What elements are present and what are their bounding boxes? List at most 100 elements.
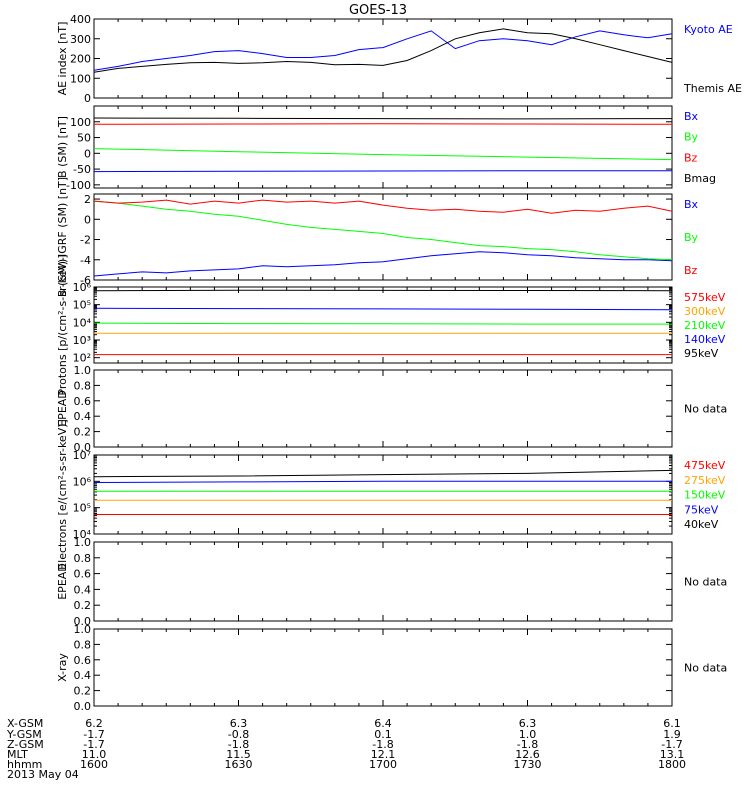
ephemeris-value: 1700 <box>369 758 397 771</box>
y-tick-label: -100 <box>66 179 91 192</box>
legend-electrons-3: 75keV <box>684 503 719 516</box>
y-tick-label: 0.2 <box>74 426 92 439</box>
y-axis-label: AE index [nT] <box>56 22 69 96</box>
y-axis-label: Electrons [e/(cm²-s-sr-keV)] <box>56 419 69 570</box>
series-line-bdiff-2 <box>94 200 672 213</box>
ephemeris-value: 1800 <box>658 758 686 771</box>
y-tick-label: 0.4 <box>74 583 92 596</box>
legend-protons-1: 300keV <box>684 305 726 318</box>
y-tick-label: 0.8 <box>74 379 92 392</box>
panel-frame <box>94 287 672 363</box>
y-tick-label: 10⁵ <box>73 502 91 515</box>
y-tick-label: 400 <box>70 13 91 26</box>
y-tick-label: 10⁵ <box>73 299 91 312</box>
y-tick-label: 100 <box>70 116 91 129</box>
panel-frame <box>94 194 672 280</box>
legend-bfield-1: By <box>684 131 699 144</box>
y-tick-label: 2 <box>84 193 91 206</box>
y-tick-label: -2 <box>80 234 91 247</box>
legend-protons-2: 210keV <box>684 319 726 332</box>
panel-frame <box>94 19 672 98</box>
ephemeris-value: 1730 <box>514 758 542 771</box>
series-line-bfield-2 <box>94 124 672 125</box>
series-line-ae-1 <box>94 29 672 72</box>
y-tick-label: 0 <box>84 92 91 105</box>
y-tick-label: 1.0 <box>74 623 92 636</box>
y-tick-label: 0.4 <box>74 669 92 682</box>
y-tick-label: -50 <box>73 163 91 176</box>
y-tick-label: 0.2 <box>74 599 92 612</box>
no-data-note: No data <box>684 662 727 675</box>
no-data-note: No data <box>684 576 727 589</box>
legend-electrons-4: 40keV <box>684 518 719 531</box>
y-tick-label: 1.0 <box>74 364 92 377</box>
legend-bfield-0: Bx <box>684 110 699 123</box>
series-line-electrons-3 <box>94 481 672 482</box>
legend-ae-1: Themis AE <box>683 82 742 95</box>
y-tick-label: 0.6 <box>74 395 92 408</box>
y-tick-label: 0.8 <box>74 552 92 565</box>
series-line-bdiff-1 <box>94 201 672 260</box>
y-tick-label: 0.6 <box>74 654 92 667</box>
date-label: 2013 May 04 <box>7 768 79 781</box>
series-line-bfield-3 <box>94 118 672 119</box>
y-tick-label: 0.6 <box>74 568 92 581</box>
y-tick-label: 0.0 <box>74 700 92 713</box>
legend-bfield-2: Bz <box>684 151 698 164</box>
y-tick-label: 0 <box>84 147 91 160</box>
y-axis-label: B (SM) [nT] <box>56 116 69 178</box>
series-line-bfield-0 <box>94 171 672 172</box>
y-tick-label: 300 <box>70 33 91 46</box>
panel-frame <box>94 370 672 447</box>
y-tick-label: 1.0 <box>74 536 92 549</box>
series-line-bfield-1 <box>94 149 672 160</box>
legend-bfield-3: Bmag <box>684 172 716 185</box>
y-tick-label: 10² <box>73 352 91 365</box>
series-line-protons-3 <box>94 308 672 309</box>
ephemeris-value: 1600 <box>80 758 108 771</box>
legend-electrons-0: 475keV <box>684 459 726 472</box>
series-line-electrons-4 <box>94 470 672 476</box>
y-tick-label: 10⁴ <box>73 316 92 329</box>
legend-ae-0: Kyoto AE <box>684 23 733 36</box>
legend-electrons-1: 275keV <box>684 474 726 487</box>
y-axis-label: Protons [p/(cm²-s-sr-keV)] <box>56 254 69 395</box>
y-tick-label: 10⁷ <box>73 449 91 462</box>
legend-bdiff-1: By <box>684 231 699 244</box>
legend-protons-4: 95keV <box>684 347 719 360</box>
panel-frame <box>94 542 672 621</box>
series-line-ae-0 <box>94 31 672 70</box>
ephemeris-table: X-GSMY-GSMZ-GSMMLThhmm6.2-1.7-1.711.0160… <box>6 717 686 781</box>
y-tick-label: 50 <box>77 132 91 145</box>
legend-bdiff-0: Bx <box>684 198 699 211</box>
y-tick-label: 0.4 <box>74 410 92 423</box>
legend-electrons-2: 150keV <box>684 489 726 502</box>
series-line-bdiff-0 <box>94 252 672 276</box>
legend-protons-0: 575keV <box>684 291 726 304</box>
no-data-note: No data <box>684 403 727 416</box>
y-tick-label: 0.8 <box>74 638 92 651</box>
legend-bdiff-2: Bz <box>684 264 698 277</box>
y-tick-label: 10⁶ <box>73 475 92 488</box>
y-tick-label: 10³ <box>73 334 91 347</box>
y-tick-label: 0 <box>84 213 91 226</box>
y-tick-label: 0.2 <box>74 685 92 698</box>
ephemeris-value: 1630 <box>225 758 253 771</box>
panel-xray: 0.0 0.2 0.4 0.6 0.8 1.0 X-ray No data <box>56 623 727 713</box>
y-tick-label: 100 <box>70 72 91 85</box>
y-axis-label: EPEAD <box>56 563 69 600</box>
panel-frame <box>94 629 672 706</box>
y-axis-label: X-ray <box>56 653 69 682</box>
series-line-protons-2 <box>94 323 672 324</box>
y-tick-label: 200 <box>70 53 91 66</box>
panel-frame <box>94 455 672 534</box>
